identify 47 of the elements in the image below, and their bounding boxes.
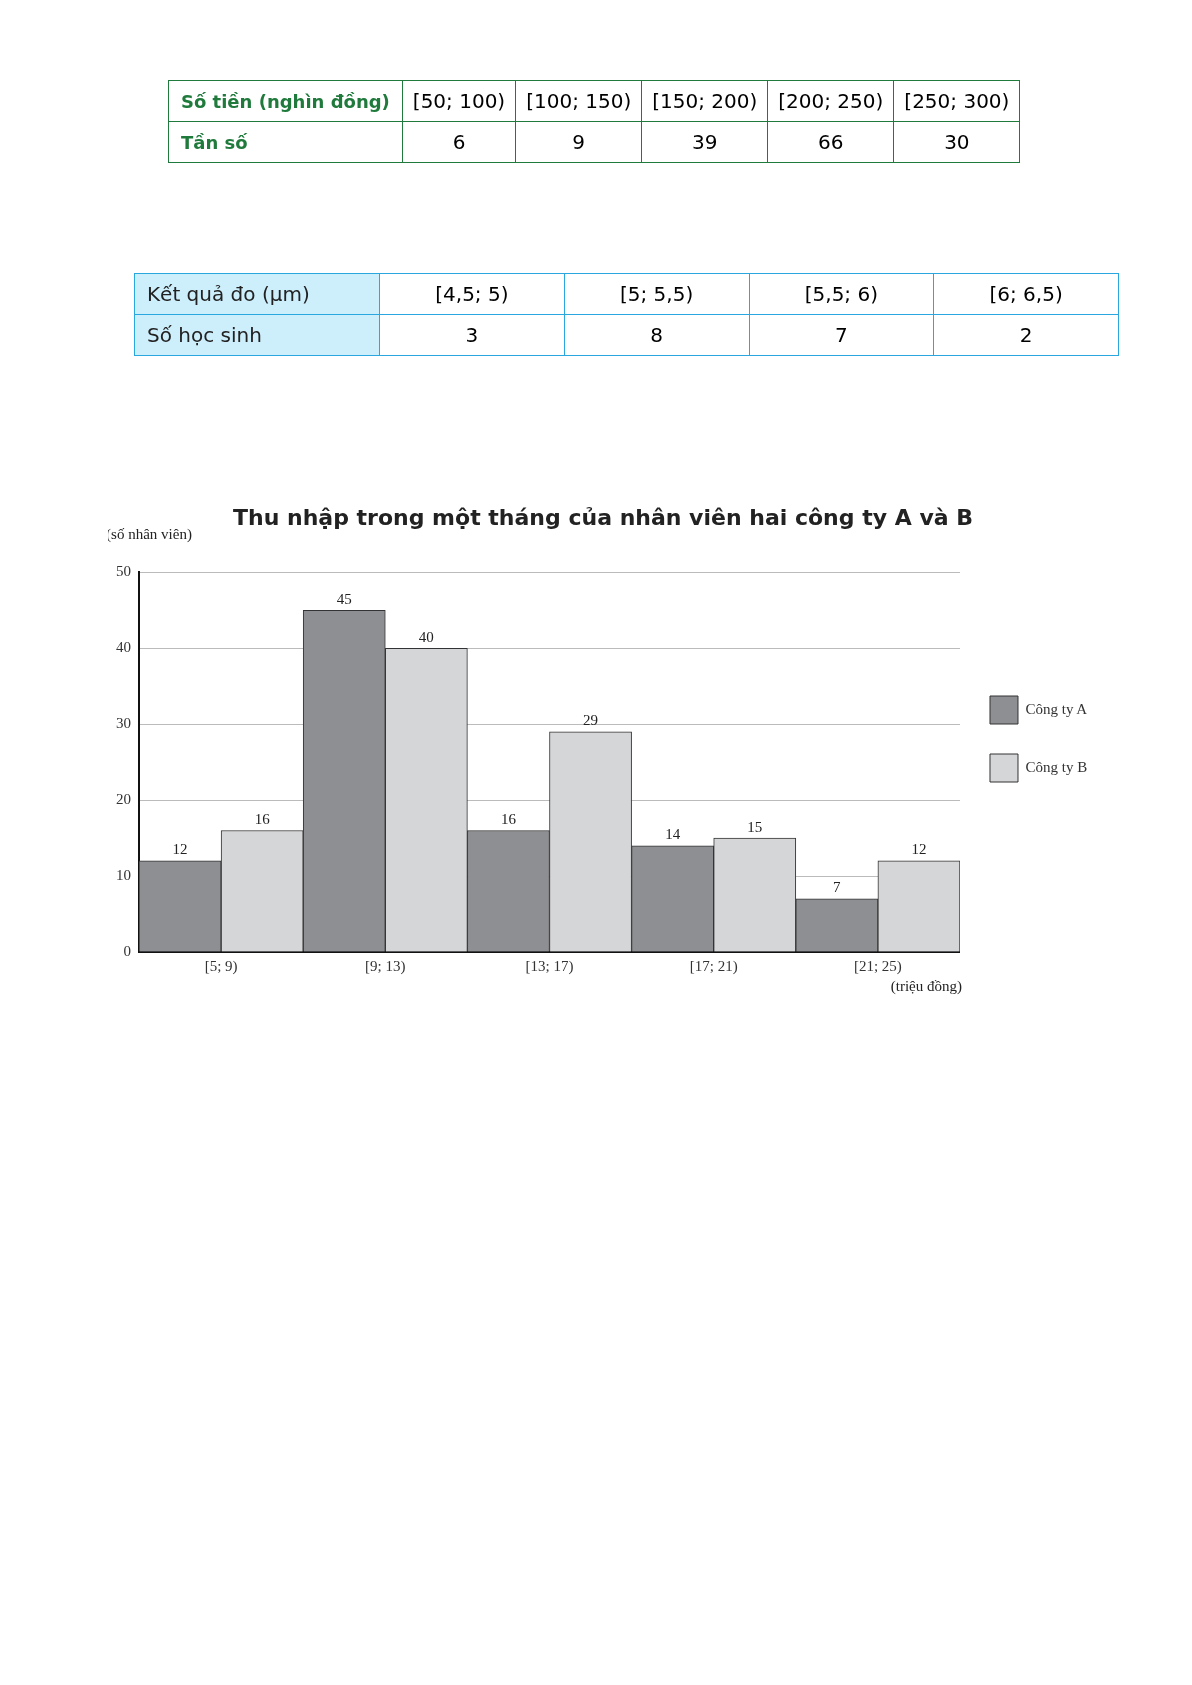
y-tick-label: 30 <box>116 715 131 732</box>
data-label: 40 <box>418 628 434 645</box>
data-label: 29 <box>583 712 599 729</box>
category-label: [100; 150) <box>515 80 642 122</box>
category-label: [50; 100) <box>402 80 516 122</box>
data-label: 12 <box>172 841 188 858</box>
category-label: [4,5; 5) <box>379 273 565 315</box>
text: Kết quả đo (μm) <box>134 273 380 315</box>
data-label: 9 <box>515 121 642 163</box>
data-label: 12 <box>911 841 927 858</box>
data-label: 2 <box>933 314 1119 356</box>
x-tick-label: [17; 21) <box>689 957 738 975</box>
chart-title: Thu nhập trong một tháng của nhân viên hai công ty A và B <box>233 504 973 530</box>
category-label: [250; 300) <box>893 80 1020 122</box>
data-label: 3 <box>379 314 565 356</box>
data-label: 16 <box>500 810 517 827</box>
data-label: 66 <box>767 121 894 163</box>
data-label: 16 <box>254 810 271 827</box>
legend-label: Công ty A <box>1025 700 1088 717</box>
y-tick-label: 50 <box>116 563 131 580</box>
x-tick-label: [9; 13) <box>365 957 406 975</box>
x-axis-title: (triệu đồng) <box>890 978 962 996</box>
x-tick-label: [13; 17) <box>525 957 574 975</box>
category-label: [200; 250) <box>767 80 894 122</box>
legend-label: Công ty B <box>1025 758 1088 775</box>
data-label: 45 <box>336 590 352 607</box>
text: Số tiền (nghìn đồng) <box>168 80 403 122</box>
data-label: 7 <box>833 879 842 896</box>
text: Số học sinh <box>134 314 380 356</box>
data-label: 8 <box>564 314 749 356</box>
category-label: [5; 5,5) <box>564 273 749 315</box>
data-label: 30 <box>893 121 1020 163</box>
y-tick-label: 20 <box>116 791 131 808</box>
y-tick-label: 40 <box>116 639 131 656</box>
x-tick-label: [5; 9) <box>204 957 238 975</box>
data-label: 14 <box>665 826 681 843</box>
data-label: 7 <box>749 314 934 356</box>
category-label: [6; 6,5) <box>933 273 1119 315</box>
y-tick-label: 10 <box>116 867 131 884</box>
data-label: 39 <box>641 121 768 163</box>
x-tick-label: [21; 25) <box>853 957 902 975</box>
data-label: 6 <box>402 121 516 163</box>
data-label: 15 <box>747 818 763 835</box>
category-label: [5,5; 6) <box>749 273 934 315</box>
text: Tần số <box>168 121 403 163</box>
y-tick-label: 0 <box>123 942 131 959</box>
category-label: [150; 200) <box>641 80 768 122</box>
